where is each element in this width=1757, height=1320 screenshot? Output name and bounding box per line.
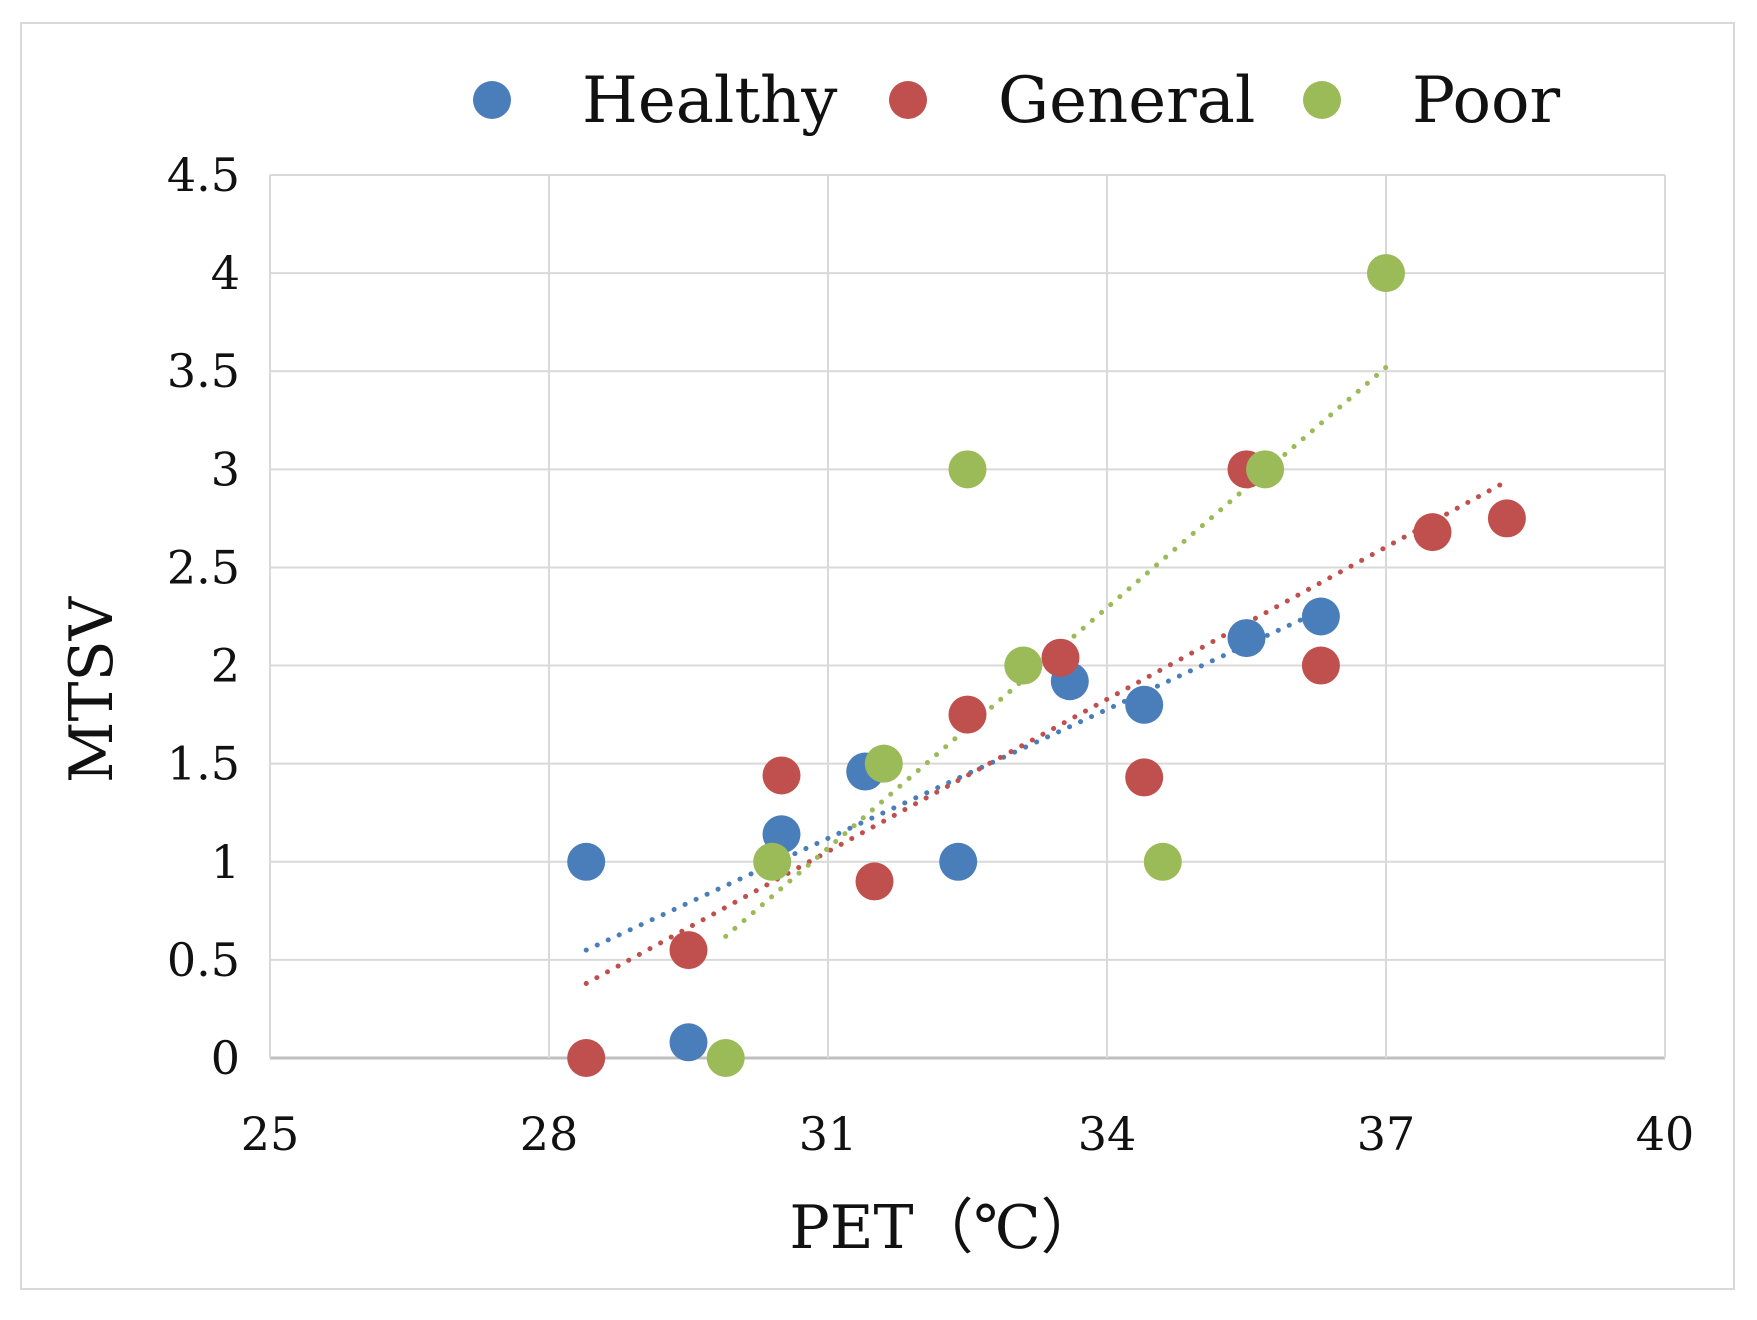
point-poor xyxy=(1143,842,1182,881)
point-general xyxy=(1041,638,1080,677)
point-poor xyxy=(948,450,987,489)
y-tick-label: 4 xyxy=(211,246,240,300)
point-healthy xyxy=(669,1023,708,1062)
grid-lines xyxy=(269,174,1666,1060)
x-tick-label: 31 xyxy=(799,1107,858,1161)
legend: Healthy General Poor xyxy=(473,64,1561,138)
legend-marker-poor xyxy=(1303,81,1341,119)
y-tick-label: 1.5 xyxy=(167,737,240,791)
point-poor xyxy=(1004,646,1043,685)
x-axis-title: PET（℃） xyxy=(789,1193,1100,1263)
trend-lines xyxy=(583,364,1510,986)
chart-frame xyxy=(20,22,1735,1290)
y-tick-label: 0.5 xyxy=(167,933,240,987)
x-tick-label: 25 xyxy=(241,1107,300,1161)
y-tick-label: 3 xyxy=(211,442,240,496)
x-axis-ticks: 25 28 31 34 37 40 xyxy=(241,1107,1695,1161)
point-healthy xyxy=(1125,685,1164,724)
trendline-general xyxy=(583,478,1510,986)
point-healthy xyxy=(1301,597,1340,636)
x-tick-label: 40 xyxy=(1636,1107,1695,1161)
point-general xyxy=(948,695,987,734)
point-general xyxy=(855,862,894,901)
x-tick-label: 37 xyxy=(1357,1107,1416,1161)
point-poor xyxy=(706,1039,745,1077)
y-tick-label: 2 xyxy=(211,639,240,693)
point-poor xyxy=(1246,450,1285,489)
point-general xyxy=(669,931,708,970)
legend-label-poor: Poor xyxy=(1412,64,1561,138)
y-axis-title: MTSV xyxy=(57,595,127,783)
point-general xyxy=(1487,499,1526,538)
point-general xyxy=(1413,513,1452,552)
point-healthy xyxy=(567,842,606,881)
point-healthy xyxy=(1227,619,1266,658)
y-axis-ticks: 0 0.5 1 1.5 2 2.5 3 3.5 4 4.5 xyxy=(167,148,240,1085)
point-poor xyxy=(864,744,903,783)
point-poor xyxy=(753,842,792,881)
point-general xyxy=(762,756,801,795)
x-tick-label: 34 xyxy=(1078,1107,1137,1161)
legend-marker-general xyxy=(889,81,927,119)
y-tick-label: 0 xyxy=(211,1031,240,1085)
legend-label-healthy: Healthy xyxy=(582,64,837,138)
point-general xyxy=(1125,758,1164,797)
y-tick-label: 1 xyxy=(211,835,240,889)
y-tick-label: 4.5 xyxy=(167,148,240,202)
point-general xyxy=(1301,646,1340,685)
trendline-healthy xyxy=(583,608,1324,953)
legend-marker-healthy xyxy=(473,81,511,119)
y-tick-label: 3.5 xyxy=(167,344,240,398)
point-general xyxy=(567,1039,606,1077)
x-tick-label: 28 xyxy=(520,1107,579,1161)
legend-label-general: General xyxy=(998,64,1255,138)
point-poor xyxy=(1367,254,1405,293)
point-healthy xyxy=(939,842,978,881)
data-points xyxy=(567,254,1526,1077)
y-tick-label: 2.5 xyxy=(167,540,240,594)
